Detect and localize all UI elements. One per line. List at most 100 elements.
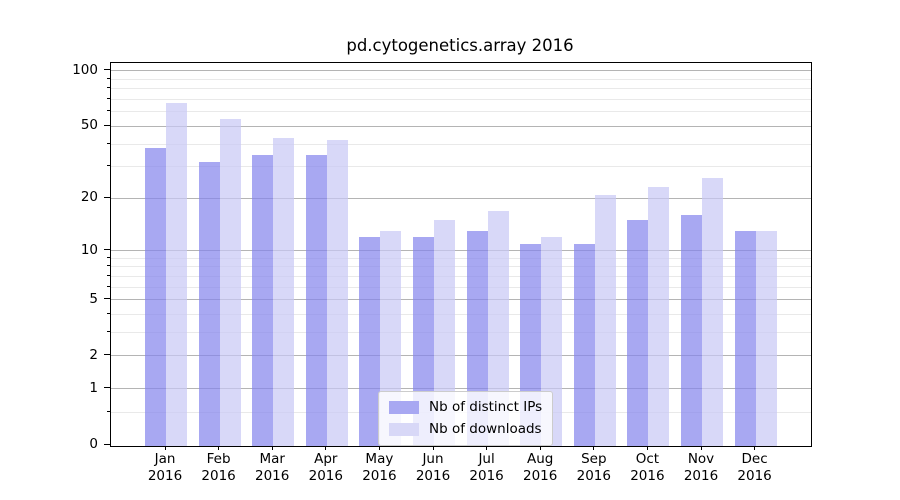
y-minor-tick	[107, 313, 110, 315]
gridline-minor	[111, 166, 811, 168]
y-minor-tick	[107, 77, 110, 79]
x-label-month: Jun	[422, 451, 444, 467]
y-tick-label-20: 20	[80, 189, 98, 206]
x-label-year: 2016	[362, 468, 397, 484]
y-minor-tick	[107, 285, 110, 287]
y-minor-tick	[107, 110, 110, 112]
gridline-minor	[111, 111, 811, 113]
y-tick-label-2: 2	[89, 346, 98, 363]
x-label-month: Aug	[527, 451, 554, 467]
y-minor-tick	[107, 165, 110, 167]
gridline-minor	[111, 314, 811, 316]
x-label-month: May	[365, 451, 394, 467]
legend-item-downloads: Nb of downloads	[389, 421, 542, 438]
x-label-month: Apr	[314, 451, 338, 467]
x-label-apr: Apr 2016	[294, 451, 358, 485]
gridline-minor	[111, 78, 811, 80]
gridline-major	[111, 70, 811, 72]
x-label-month: Mar	[259, 451, 285, 467]
y-minor-tick	[107, 142, 110, 144]
y-minor-tick	[107, 87, 110, 89]
bar-apr-distinct-ips	[305, 154, 327, 446]
x-label-jul: Jul 2016	[455, 451, 519, 485]
x-label-mar: Mar 2016	[240, 451, 304, 485]
y-tick-label-5: 5	[89, 290, 98, 307]
bar-mar-distinct-ips	[252, 154, 274, 446]
x-label-year: 2016	[737, 468, 772, 484]
x-tick-oct	[646, 446, 648, 450]
x-label-aug: Aug 2016	[508, 451, 572, 485]
bar-dec-downloads	[755, 231, 777, 446]
gridline-major	[111, 250, 811, 252]
x-tick-jul	[486, 446, 488, 450]
y-minor-tick	[107, 98, 110, 100]
x-tick-aug	[539, 446, 541, 450]
gridline-minor	[111, 332, 811, 334]
x-tick-dec	[754, 446, 756, 450]
y-tick-label-50: 50	[80, 117, 98, 134]
x-tick-feb	[218, 446, 220, 450]
x-label-year: 2016	[469, 468, 504, 484]
x-tick-may	[378, 446, 380, 450]
x-label-sep: Sep 2016	[562, 451, 626, 485]
y-tick-1	[104, 387, 110, 389]
gridline-minor	[111, 99, 811, 101]
x-label-year: 2016	[147, 468, 183, 484]
x-label-year: 2016	[630, 468, 665, 484]
y-minor-tick	[107, 410, 110, 412]
y-tick-50	[104, 124, 110, 126]
x-label-year: 2016	[255, 468, 290, 484]
y-tick-label-100: 100	[72, 61, 98, 78]
y-tick-100	[104, 69, 110, 71]
x-label-jan: Jan 2016	[133, 451, 197, 485]
y-tick-label-1: 1	[89, 379, 98, 396]
x-label-month: Jan	[154, 451, 176, 467]
x-tick-nov	[700, 446, 702, 450]
bar-jun-downloads	[434, 220, 455, 446]
x-label-month: Nov	[687, 451, 715, 467]
x-label-year: 2016	[308, 468, 343, 484]
bar-apr-downloads	[326, 140, 348, 446]
y-tick-20	[104, 196, 110, 198]
bar-dec-distinct-ips	[734, 231, 756, 446]
bar-mar-downloads	[273, 138, 295, 446]
y-tick-label-0: 0	[89, 436, 98, 452]
gridline-major	[111, 388, 811, 390]
x-label-feb: Feb 2016	[187, 451, 251, 485]
gridline-major	[111, 299, 811, 301]
y-tick-2	[104, 354, 110, 356]
gridline-minor	[111, 275, 811, 277]
plot-area	[110, 62, 812, 447]
legend-label: Nb of distinct IPs	[429, 399, 543, 415]
gridline-minor	[111, 266, 811, 268]
bar-feb-distinct-ips	[198, 161, 220, 446]
x-label-dec: Dec 2016	[723, 451, 787, 485]
legend: Nb of distinct IPs Nb of downloads	[378, 391, 554, 446]
gridline-major	[111, 125, 811, 127]
x-label-month: Sep	[581, 451, 607, 467]
bar-sep-distinct-ips	[573, 243, 595, 446]
x-label-month: Feb	[206, 451, 231, 467]
y-minor-tick	[107, 265, 110, 267]
x-label-year: 2016	[201, 468, 236, 484]
bar-oct-downloads	[648, 187, 670, 446]
bar-jan-downloads	[166, 103, 187, 446]
x-label-year: 2016	[683, 468, 719, 484]
chart-title: pd.cytogenetics.array 2016	[346, 36, 574, 55]
x-tick-jan	[164, 446, 166, 450]
legend-label: Nb of downloads	[429, 421, 542, 437]
x-label-year: 2016	[415, 468, 451, 484]
legend-swatch-downloads	[389, 423, 419, 436]
x-label-year: 2016	[523, 468, 558, 484]
legend-item-distinct-ips: Nb of distinct IPs	[389, 399, 542, 416]
x-label-jun: Jun 2016	[401, 451, 465, 485]
gridline-major	[111, 355, 811, 357]
x-label-month: Oct	[635, 451, 660, 467]
legend-swatch-distinct-ips	[389, 401, 419, 414]
x-tick-apr	[325, 446, 327, 450]
bar-feb-downloads	[219, 118, 241, 446]
x-tick-mar	[271, 446, 273, 450]
y-tick-5	[104, 298, 110, 300]
gridline-minor	[111, 257, 811, 259]
